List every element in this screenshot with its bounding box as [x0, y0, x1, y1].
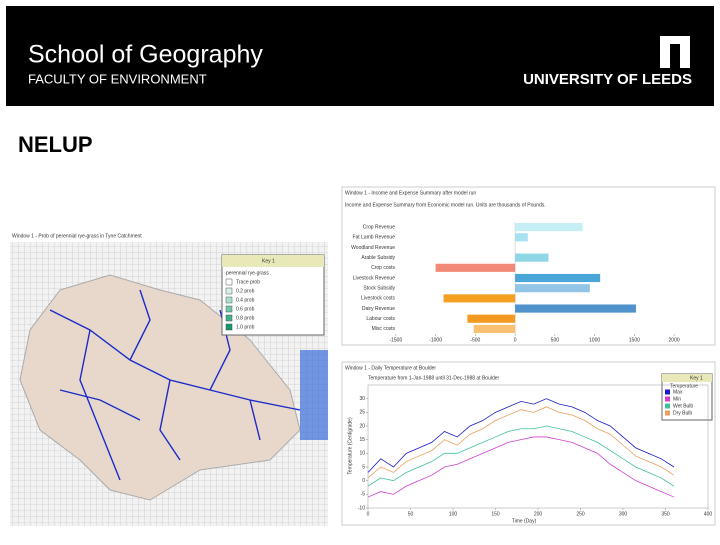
bar	[515, 273, 601, 283]
x-tick-label: -1000	[429, 337, 442, 343]
legend-swatch	[225, 287, 233, 295]
slide-title: NELUP	[18, 132, 93, 157]
map-key	[221, 254, 325, 336]
legend-swatch	[665, 403, 670, 409]
line-window	[341, 361, 716, 526]
bar-window-title: Window 1 - Income and Expense Summary af…	[345, 190, 476, 196]
legend-swatch	[665, 389, 670, 395]
x-tick-label: 400	[704, 511, 713, 517]
bar	[515, 233, 528, 242]
category-label: Fat Lamb Revenue	[352, 235, 395, 241]
legend-label: Dry Bulb	[673, 410, 692, 416]
y-tick-label: 10	[359, 451, 365, 457]
header-subtitle: FACULTY OF ENVIRONMENT	[28, 71, 207, 86]
category-label: Arable Subsidy	[361, 255, 395, 261]
bar	[515, 223, 583, 232]
category-label: Misc costs	[372, 326, 396, 332]
y-tick-label: 0	[362, 478, 365, 484]
y-tick-label: 25	[359, 410, 365, 416]
legend-label: 0.8 prob	[236, 315, 255, 321]
x-tick-label: 100	[449, 511, 458, 517]
legend-swatch	[665, 396, 670, 402]
legend-label: perennial rye-grass	[226, 270, 269, 276]
bar	[467, 314, 516, 323]
x-tick-label: 0	[367, 511, 370, 517]
line-window-title: Window 1 - Daily Temperature at Boulder	[345, 365, 436, 371]
legend-swatch	[225, 314, 233, 322]
header-bar	[6, 6, 714, 106]
line-key-bar	[662, 374, 712, 382]
map-key-bar	[222, 255, 324, 267]
legend-label: Wet Bulb	[673, 403, 693, 409]
bar-chart-title: Income and Expense Summary from Economic…	[345, 202, 546, 208]
x-tick-label: 500	[551, 337, 560, 343]
x-axis-label: Time (Day)	[512, 518, 537, 524]
x-tick-label: -1500	[389, 337, 402, 343]
x-tick-label: 350	[661, 511, 670, 517]
legend-label: 0.4 prob	[236, 297, 255, 303]
y-tick-label: -5	[361, 492, 366, 498]
map-title: Window 1 - Prob of perennial rye-grass i…	[12, 233, 142, 239]
y-tick-label: -10	[358, 505, 365, 511]
x-tick-label: 50	[408, 511, 414, 517]
bar-window	[341, 186, 716, 346]
category-label: Livestock Revenue	[353, 275, 395, 281]
series-line	[367, 436, 675, 498]
line-key-title: Key 1	[690, 375, 703, 381]
header-title: School of Geography	[28, 41, 263, 69]
x-tick-label: 150	[491, 511, 500, 517]
category-label: Crop Revenue	[363, 224, 395, 230]
series-line	[367, 425, 675, 487]
category-label: Crop costs	[371, 265, 395, 271]
series-line	[367, 406, 675, 479]
category-label: Woodland Revenue	[351, 245, 395, 251]
university-name: UNIVERSITY OF LEEDS	[523, 71, 692, 88]
legend-swatch	[225, 323, 233, 331]
legend-label: 0.2 prob	[236, 288, 255, 294]
bar	[515, 253, 549, 262]
category-label: Labour costs	[366, 316, 395, 322]
logo-tower	[670, 44, 680, 68]
legend-swatch	[225, 278, 233, 286]
x-tick-label: 2000	[669, 337, 680, 343]
category-label: Livestock costs	[361, 296, 395, 302]
y-tick-label: 30	[359, 396, 365, 402]
legend-swatch	[225, 296, 233, 304]
map-key-title: Key 1	[262, 258, 275, 264]
bar	[473, 324, 516, 333]
legend-label: Min	[673, 396, 681, 402]
category-label: Dairy Revenue	[362, 306, 395, 312]
x-tick-label: -500	[470, 337, 480, 343]
legend-label: Max	[673, 389, 683, 395]
y-axis-label: Temperature (Centigrade)	[347, 417, 353, 475]
legend-label: 1.0 prob	[236, 324, 255, 330]
legend-label: 0.6 prob	[236, 306, 255, 312]
sea	[300, 350, 328, 440]
x-tick-label: 0	[514, 337, 517, 343]
legend-label: Trace prob	[236, 279, 260, 285]
legend-swatch	[225, 305, 233, 313]
line-chart-title: Temperature from 1-Jan-1988 until 31-Dec…	[368, 375, 500, 381]
y-tick-label: 20	[359, 423, 365, 429]
category-label: Stock Subsidy	[363, 286, 395, 292]
map-window: Window 1 - Prob of perennial rye-grass i…	[10, 233, 328, 526]
legend-swatch	[665, 410, 670, 416]
x-tick-label: 200	[534, 511, 543, 517]
y-tick-label: 5	[362, 464, 365, 470]
x-tick-label: 1000	[589, 337, 600, 343]
rivers	[49, 289, 301, 481]
bar	[515, 304, 636, 313]
bar	[515, 284, 590, 293]
y-tick-label: 15	[359, 437, 365, 443]
x-tick-label: 250	[576, 511, 585, 517]
series-line	[367, 398, 675, 473]
line-legend-title: Temperature	[670, 383, 698, 389]
bar	[443, 294, 516, 303]
bar	[435, 263, 516, 272]
x-tick-label: 1500	[629, 337, 640, 343]
x-tick-label: 300	[619, 511, 628, 517]
